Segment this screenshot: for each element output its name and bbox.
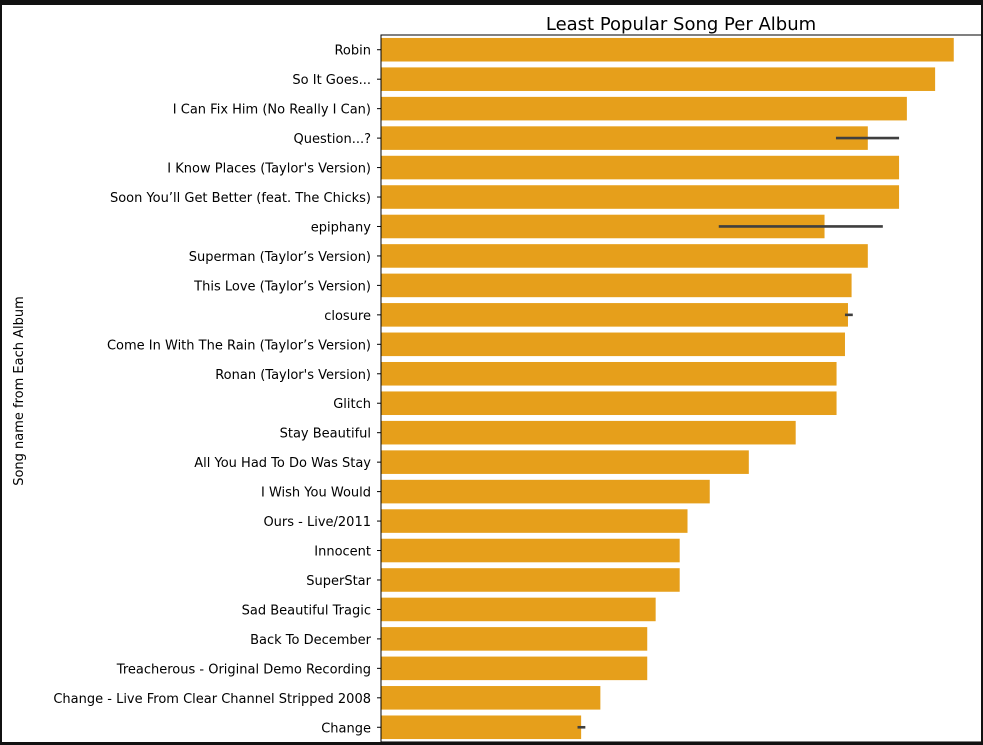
- bar-superman-taylor-s-version: [381, 244, 868, 268]
- figure-canvas: Least Popular Song Per Album Song name f…: [2, 5, 981, 742]
- bar-glitch: [381, 391, 837, 416]
- y-tick-label-come-in-with-the-rain-taylor-s-version: Come In With The Rain (Taylor’s Version): [107, 338, 371, 353]
- bar-come-in-with-the-rain-taylor-s-version: [381, 332, 845, 357]
- bar-epiphany: [381, 214, 825, 239]
- y-tick-label-so-it-goes: So It Goes...: [292, 73, 371, 88]
- bar-superstar: [381, 568, 680, 592]
- bar-back-to-december: [381, 627, 648, 651]
- bar-question: [381, 126, 868, 150]
- y-tick-label-this-love-taylor-s-version: This Love (Taylor’s Version): [193, 279, 371, 294]
- bar-closure: [381, 303, 848, 327]
- plot-frame: [380, 34, 981, 742]
- y-tick-label-ronan-taylor-s-version: Ronan (Taylor's Version): [215, 368, 371, 383]
- y-ticks-group: Robin So It Goes... I Can Fix Him (No Real…: [53, 44, 381, 736]
- y-tick-label-superstar: SuperStar: [306, 574, 371, 589]
- bar-all-you-had-to-do-was-stay: [381, 450, 749, 474]
- bar-ours-live-2011: [381, 509, 688, 533]
- bar-stay-beautiful: [381, 420, 796, 445]
- bar-robin: [381, 37, 954, 62]
- y-tick-label-all-you-had-to-do-was-stay: All You Had To Do Was Stay: [194, 456, 371, 471]
- y-tick-label-change: Change: [321, 721, 371, 736]
- y-tick-label-stay-beautiful: Stay Beautiful: [280, 427, 371, 442]
- bar-i-know-places-taylor-s-version: [381, 155, 900, 180]
- bar-soon-you-ll-get-better-feat-the-chicks: [381, 185, 900, 209]
- y-tick-label-innocent: Innocent: [314, 545, 371, 560]
- bar-innocent: [381, 538, 680, 563]
- y-tick-label-change-live-from-clear-channel-stripped-2008: Change - Live From Clear Channel Strippe…: [53, 692, 371, 707]
- y-tick-label-back-to-december: Back To December: [250, 633, 372, 648]
- bar-so-it-goes: [381, 67, 936, 91]
- bar-i-wish-you-would: [381, 479, 710, 504]
- y-tick-label-sad-beautiful-tragic: Sad Beautiful Tragic: [242, 603, 371, 618]
- y-tick-label-robin: Robin: [334, 44, 371, 59]
- y-tick-label-closure: closure: [324, 309, 371, 324]
- y-tick-label-i-can-fix-him-no-really-i-can: I Can Fix Him (No Really I Can): [173, 103, 371, 118]
- y-tick-label-treacherous-original-demo-recording: Treacherous - Original Demo Recording: [116, 662, 371, 677]
- y-tick-label-glitch: Glitch: [333, 397, 371, 412]
- errorbars-group: [577, 136, 900, 729]
- chart-title: Least Popular Song Per Album: [546, 14, 816, 35]
- bar-i-can-fix-him-no-really-i-can: [381, 96, 907, 121]
- y-tick-label-superman-taylor-s-version: Superman (Taylor’s Version): [189, 250, 371, 265]
- bar-change: [381, 715, 582, 740]
- y-tick-label-ours-live-2011: Ours - Live/2011: [263, 515, 371, 530]
- bar-this-love-taylor-s-version: [381, 273, 852, 298]
- y-tick-label-question: Question...?: [294, 132, 371, 147]
- bar-treacherous-original-demo-recording: [381, 656, 648, 681]
- bar-chart: Least Popular Song Per Album Song name f…: [12, 14, 981, 742]
- y-axis-label: Song name from Each Album: [12, 296, 27, 486]
- y-tick-label-epiphany: epiphany: [311, 220, 372, 235]
- y-tick-label-i-know-places-taylor-s-version: I Know Places (Taylor's Version): [167, 162, 371, 177]
- bar-change-live-from-clear-channel-stripped-2008: [381, 686, 601, 710]
- y-tick-label-soon-you-ll-get-better-feat-the-chicks: Soon You’ll Get Better (feat. The Chicks…: [110, 191, 371, 206]
- bar-ronan-taylor-s-version: [381, 361, 837, 386]
- bar-sad-beautiful-tragic: [381, 597, 656, 622]
- bars-group: [381, 37, 954, 740]
- y-tick-label-i-wish-you-would: I Wish You Would: [261, 486, 371, 501]
